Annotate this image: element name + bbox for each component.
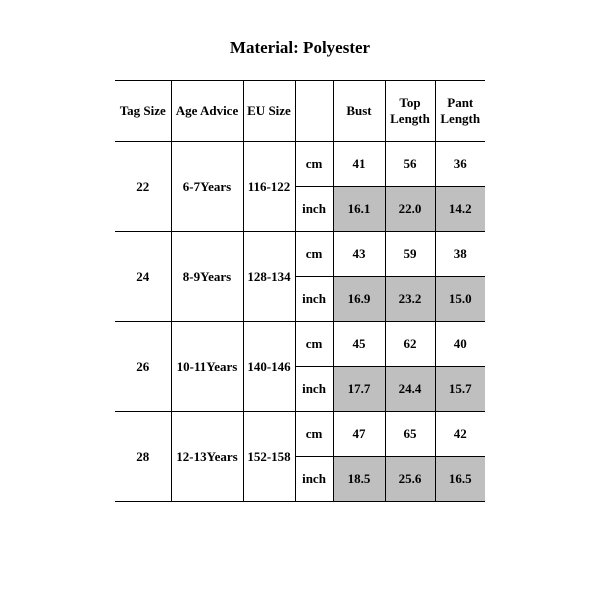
cell-bust-inch: 18.5 [333,457,385,502]
cell-eu-size: 152-158 [243,412,295,502]
col-header-eu-size: EU Size [243,81,295,142]
cell-unit-cm: cm [295,232,333,277]
cell-top-cm: 59 [385,232,435,277]
cell-bust-cm: 43 [333,232,385,277]
table-row: 22 6-7Years 116-122 cm 41 56 36 [115,142,485,187]
page-title: Material: Polyester [0,0,600,80]
cell-age-advice: 12-13Years [171,412,243,502]
cell-top-cm: 65 [385,412,435,457]
cell-pant-cm: 36 [435,142,485,187]
cell-eu-size: 116-122 [243,142,295,232]
cell-tag-size: 24 [115,232,171,322]
cell-pant-inch: 16.5 [435,457,485,502]
cell-tag-size: 28 [115,412,171,502]
size-table: Tag Size Age Advice EU Size Bust Top Len… [115,80,485,502]
cell-pant-inch: 15.0 [435,277,485,322]
cell-top-inch: 24.4 [385,367,435,412]
table-row: 26 10-11Years 140-146 cm 45 62 40 [115,322,485,367]
cell-pant-inch: 14.2 [435,187,485,232]
cell-tag-size: 26 [115,322,171,412]
cell-pant-cm: 38 [435,232,485,277]
table-row: 28 12-13Years 152-158 cm 47 65 42 [115,412,485,457]
cell-bust-cm: 47 [333,412,385,457]
cell-unit-cm: cm [295,142,333,187]
col-header-pant-length: Pant Length [435,81,485,142]
cell-pant-cm: 40 [435,322,485,367]
table-row: 24 8-9Years 128-134 cm 43 59 38 [115,232,485,277]
cell-top-cm: 62 [385,322,435,367]
sizing-chart-page: { "title": "Material: Polyester", "color… [0,0,600,600]
cell-top-inch: 22.0 [385,187,435,232]
col-header-unit [295,81,333,142]
cell-tag-size: 22 [115,142,171,232]
cell-unit-inch: inch [295,457,333,502]
cell-top-inch: 25.6 [385,457,435,502]
col-header-bust: Bust [333,81,385,142]
col-header-top-length: Top Length [385,81,435,142]
cell-unit-inch: inch [295,187,333,232]
cell-top-inch: 23.2 [385,277,435,322]
cell-pant-inch: 15.7 [435,367,485,412]
cell-bust-inch: 16.9 [333,277,385,322]
cell-bust-inch: 16.1 [333,187,385,232]
cell-unit-cm: cm [295,412,333,457]
cell-bust-inch: 17.7 [333,367,385,412]
cell-age-advice: 10-11Years [171,322,243,412]
cell-age-advice: 8-9Years [171,232,243,322]
col-header-tag-size: Tag Size [115,81,171,142]
cell-age-advice: 6-7Years [171,142,243,232]
cell-pant-cm: 42 [435,412,485,457]
cell-unit-cm: cm [295,322,333,367]
table-header-row: Tag Size Age Advice EU Size Bust Top Len… [115,81,485,142]
table-body: 22 6-7Years 116-122 cm 41 56 36 inch 16.… [115,142,485,502]
cell-eu-size: 128-134 [243,232,295,322]
cell-eu-size: 140-146 [243,322,295,412]
cell-bust-cm: 41 [333,142,385,187]
cell-unit-inch: inch [295,367,333,412]
cell-bust-cm: 45 [333,322,385,367]
cell-top-cm: 56 [385,142,435,187]
col-header-age-advice: Age Advice [171,81,243,142]
cell-unit-inch: inch [295,277,333,322]
